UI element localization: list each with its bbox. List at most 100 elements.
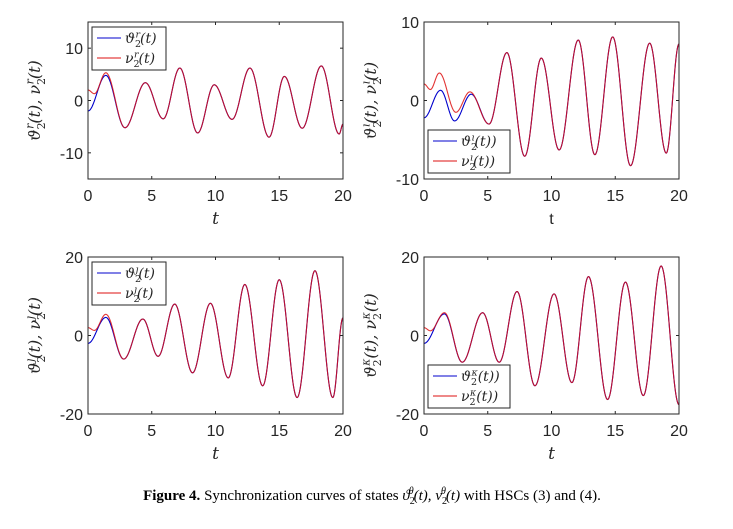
- series-line-nu: [423, 265, 680, 406]
- legend-label-nu-superscript: ı: [470, 152, 473, 163]
- legend-label-theta-superscript: ȷ: [133, 264, 138, 275]
- legend-box: [91, 26, 167, 71]
- caption-text-after: with HSCs (3) and (4).: [460, 488, 601, 504]
- x-axis-label: t: [212, 209, 219, 229]
- y-axis-label-part-2-subscript: 2: [35, 313, 48, 320]
- legend-label-nu-symbol: ν: [125, 286, 134, 302]
- x-tick-label: 15: [606, 423, 624, 440]
- legend-label-theta-superscript: κ: [470, 367, 478, 378]
- caption-math-nu-sub: 2: [442, 496, 447, 507]
- caption-label: Figure 4.: [143, 488, 200, 504]
- y-axis-label-part-2-superscript: ȷ: [24, 315, 37, 321]
- x-tick-label: 10: [543, 188, 561, 205]
- x-tick-label: 20: [670, 423, 688, 440]
- legend-label-theta-superscript: r: [135, 29, 141, 40]
- caption-math-theta-sup: θ: [409, 486, 414, 497]
- y-tick-label: 0: [410, 94, 419, 111]
- x-axis-label: t: [548, 444, 555, 464]
- legend: ϑ2κ(t))ν2κ(t)): [427, 364, 511, 409]
- legend-label-theta-argument: (t): [140, 31, 157, 47]
- legend-box: [91, 261, 167, 306]
- legend-box: [427, 129, 511, 174]
- legend-label-theta-argument: (t)): [478, 369, 500, 385]
- legend-label-theta-argument: (t)): [475, 134, 497, 150]
- y-axis-label-part-1-superscript: ȷ: [24, 358, 37, 364]
- legend-label-nu-superscript: κ: [469, 387, 477, 398]
- legend-label-nu-symbol: ν: [125, 51, 134, 67]
- x-tick-label: 0: [420, 423, 429, 440]
- legend-label-nu-subscript: 2: [470, 397, 476, 408]
- x-tick-label: 20: [334, 188, 352, 205]
- x-tick-label: 5: [147, 423, 156, 440]
- x-tick-label: 0: [84, 188, 93, 205]
- y-axis-label-part-2-symbol: ν: [25, 320, 44, 330]
- legend-label-theta-symbol: ϑ: [461, 369, 471, 385]
- legend-label-nu-symbol: ν: [461, 389, 470, 405]
- x-tick-label: 0: [84, 423, 93, 440]
- y-axis-label-part-2-subscript: 2: [371, 78, 384, 85]
- y-axis-label-part-1-subscript: 2: [35, 122, 48, 129]
- legend: ϑ2r(t)ν2r(t): [91, 26, 167, 71]
- y-tick-label: -10: [60, 146, 83, 163]
- legend-label-theta: ϑ2r(t): [125, 29, 157, 50]
- y-tick-label: 0: [74, 94, 83, 111]
- caption-math-nu-arg: (t): [446, 488, 460, 504]
- y-axis-label: ϑ2r(t), ν2r(t): [24, 60, 48, 141]
- y-axis-label-part-2-subscript: 2: [371, 313, 384, 320]
- figure-caption: Figure 4. Synchronization curves of stat…: [143, 486, 601, 507]
- y-tick-label: 0: [410, 329, 419, 346]
- y-axis-label-part-2-symbol: ν: [361, 320, 380, 330]
- y-tick-label: 10: [65, 41, 83, 58]
- legend-label-theta-superscript: ı: [471, 132, 474, 143]
- y-axis-label-part-1-symbol: ϑ: [361, 128, 380, 139]
- y-axis-label-part-2-symbol: ν: [361, 85, 380, 95]
- series-line-nu: [87, 270, 344, 399]
- y-axis-label-part-2-superscript: ı: [360, 81, 373, 84]
- x-tick-label: 10: [543, 423, 561, 440]
- x-tick-label: 10: [207, 188, 225, 205]
- legend-label-nu-subscript: 2: [134, 59, 140, 70]
- x-tick-label: 15: [270, 423, 288, 440]
- y-axis-label-part-1-argument: (t),: [25, 330, 44, 359]
- legend: ϑ2ı(t))ν2ı(t)): [427, 129, 511, 174]
- legend-label-theta-argument: (t): [138, 266, 155, 282]
- legend-label-nu: ν2κ(t)): [461, 387, 498, 408]
- x-tick-label: 20: [334, 423, 352, 440]
- legend-label-nu: ν2ı(t)): [461, 152, 495, 173]
- caption-text-before: Synchronization curves of states: [200, 488, 402, 504]
- y-axis-label-part-1-symbol: ϑ: [25, 363, 44, 374]
- y-axis-label-part-2-subscript: 2: [35, 78, 48, 85]
- x-tick-label: 20: [670, 188, 688, 205]
- legend-label-theta-subscript: 2: [471, 377, 477, 388]
- y-axis-label-part-1-subscript: 2: [371, 121, 384, 128]
- caption-math-theta-arg: (t),: [414, 488, 436, 504]
- legend-label-nu-argument: (t): [139, 51, 156, 67]
- legend-label-theta-symbol: ϑ: [125, 31, 135, 47]
- series-line-nu: [423, 36, 680, 167]
- legend: ϑ2ȷ(t)ν2ȷ(t): [91, 261, 167, 306]
- legend-label-theta: ϑ2ȷ(t): [125, 264, 155, 285]
- y-axis-label-part-2-symbol: ν: [25, 85, 44, 95]
- legend-label-theta: ϑ2κ(t)): [461, 367, 500, 388]
- x-tick-label: 0: [420, 188, 429, 205]
- legend-label-nu-argument: (t)): [476, 389, 498, 405]
- x-tick-label: 5: [483, 188, 492, 205]
- y-axis-label-part-2-superscript: κ: [360, 312, 373, 320]
- y-axis-label-part-2-superscript: r: [24, 78, 37, 84]
- legend-label-nu-symbol: ν: [461, 154, 470, 170]
- y-axis-label-part-1-symbol: ϑ: [25, 129, 44, 140]
- y-axis-label: ϑ2ı(t), ν2ı(t): [360, 62, 384, 139]
- y-axis-label-part-2-argument: (t): [361, 293, 380, 312]
- y-axis-label-part-2-argument: (t): [361, 62, 380, 81]
- y-tick-label: -20: [396, 407, 419, 424]
- y-axis-label-part-1-subscript: 2: [371, 359, 384, 366]
- x-tick-label: 5: [483, 423, 492, 440]
- legend-label-theta-subscript: 2: [135, 274, 141, 285]
- y-tick-label: 20: [65, 250, 83, 267]
- caption-math-theta: ϑ: [402, 488, 411, 504]
- legend-label-theta-symbol: ϑ: [461, 134, 471, 150]
- y-tick-label: 10: [401, 15, 419, 32]
- legend-label-nu-argument: (t): [137, 286, 154, 302]
